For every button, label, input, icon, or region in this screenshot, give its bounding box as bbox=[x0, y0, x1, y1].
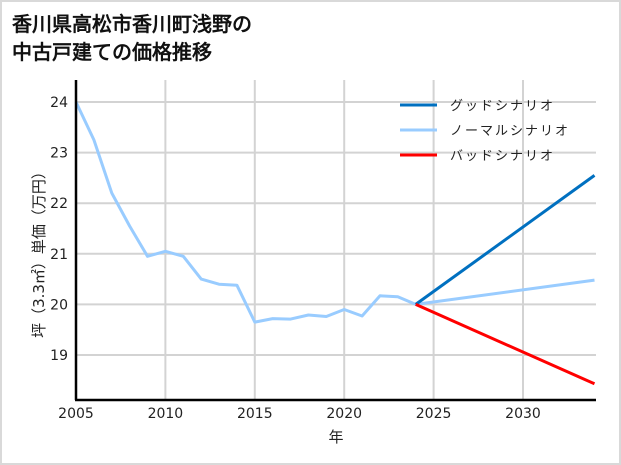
chart-title-line-1: 香川県高松市香川町浅野の bbox=[12, 12, 252, 36]
y-tick-label: 22 bbox=[50, 196, 68, 212]
series-line-2 bbox=[415, 303, 596, 386]
legend-label: グッドシナリオ bbox=[450, 99, 555, 114]
y-tick-label: 20 bbox=[50, 297, 68, 313]
data-series bbox=[74, 101, 596, 386]
legend-label: バッドシナリオ bbox=[450, 149, 555, 164]
series-line-0 bbox=[74, 101, 595, 324]
y-tick-label: 23 bbox=[50, 146, 68, 162]
y-tick-label: 21 bbox=[50, 247, 68, 263]
y-axis-label: 坪（3.3㎡）単価（万円） bbox=[30, 164, 48, 338]
y-tick-label: 24 bbox=[50, 95, 68, 111]
x-tick-label: 2010 bbox=[148, 406, 184, 422]
tick-labels: 19 20 21 22 23 24 2005 2010 2015 2020 2025 2030 bbox=[50, 95, 541, 422]
x-tick-label: 2015 bbox=[237, 406, 273, 422]
x-axis-label: 年 bbox=[328, 428, 343, 446]
x-tick-label: 2025 bbox=[416, 406, 452, 422]
legend-label: ノーマルシナリオ bbox=[450, 124, 570, 139]
x-tick-label: 2005 bbox=[58, 406, 94, 422]
x-tick-label: 2020 bbox=[326, 406, 362, 422]
chart-title: 香川県高松市香川町浅野の 中古戸建ての価格推移 bbox=[12, 10, 252, 66]
y-tick-label: 19 bbox=[50, 348, 68, 364]
axes bbox=[74, 80, 596, 402]
chart-title-line-2: 中古戸建ての価格推移 bbox=[12, 40, 212, 64]
series-line-1 bbox=[414, 174, 596, 306]
x-tick-label: 2030 bbox=[505, 406, 541, 422]
grid-lines bbox=[76, 80, 596, 400]
